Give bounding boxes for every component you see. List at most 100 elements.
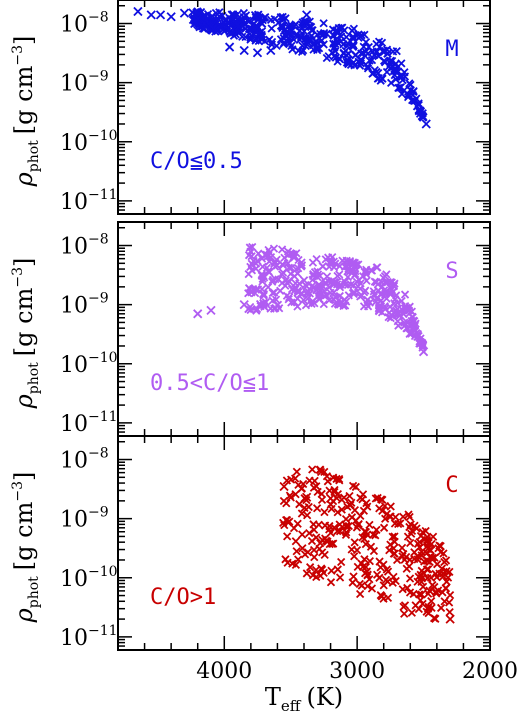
data-point bbox=[354, 260, 363, 269]
data-point bbox=[267, 37, 277, 47]
data-point bbox=[319, 568, 328, 577]
data-point bbox=[213, 14, 223, 23]
co-ratio-label: C/O>1 bbox=[150, 585, 216, 610]
data-point bbox=[389, 572, 398, 582]
data-point bbox=[435, 541, 444, 550]
data-point bbox=[365, 556, 374, 566]
data-point bbox=[394, 519, 403, 529]
data-point bbox=[312, 572, 321, 582]
data-point bbox=[300, 503, 309, 512]
data-point bbox=[350, 552, 359, 561]
y-axis-title: ρphot[g cm−3] bbox=[10, 258, 42, 410]
data-point bbox=[417, 112, 426, 121]
y-ticks bbox=[117, 0, 491, 215]
data-point bbox=[312, 255, 321, 264]
data-point bbox=[356, 55, 366, 64]
data-point bbox=[426, 546, 435, 555]
data-point bbox=[253, 10, 263, 20]
data-point bbox=[267, 24, 276, 33]
data-point bbox=[420, 557, 429, 566]
data-point bbox=[257, 30, 266, 40]
data-point bbox=[317, 36, 326, 45]
data-point bbox=[392, 309, 402, 318]
data-point bbox=[413, 332, 422, 342]
data-point bbox=[399, 549, 408, 559]
data-point bbox=[193, 14, 203, 24]
x-tick-label: 4000 bbox=[196, 659, 252, 684]
data-point bbox=[278, 260, 287, 269]
data-point bbox=[351, 270, 360, 279]
data-point bbox=[340, 262, 350, 271]
data-point bbox=[251, 264, 261, 273]
data-point bbox=[291, 560, 301, 569]
data-point bbox=[420, 535, 429, 544]
data-point bbox=[393, 298, 402, 307]
x-tick-label: 2000 bbox=[462, 659, 518, 684]
data-point bbox=[397, 543, 407, 553]
data-point bbox=[407, 329, 416, 338]
data-point bbox=[356, 32, 365, 41]
data-point bbox=[203, 13, 212, 23]
data-point bbox=[320, 467, 329, 477]
data-point bbox=[342, 55, 352, 64]
data-point bbox=[379, 523, 389, 532]
data-point bbox=[390, 549, 399, 558]
data-point bbox=[414, 604, 423, 614]
data-point bbox=[302, 569, 311, 578]
data-point bbox=[372, 570, 382, 579]
data-point bbox=[388, 532, 397, 541]
data-point bbox=[405, 329, 414, 339]
data-point bbox=[294, 555, 303, 564]
data-point bbox=[381, 575, 391, 585]
data-point bbox=[285, 29, 294, 38]
data-point bbox=[276, 35, 286, 44]
data-point bbox=[299, 27, 309, 36]
panel-frame bbox=[117, 221, 491, 437]
data-point bbox=[226, 29, 235, 38]
data-point bbox=[287, 285, 297, 294]
y-tick-label: 10−11 bbox=[60, 409, 118, 437]
data-point bbox=[241, 32, 250, 42]
data-point bbox=[405, 574, 415, 583]
data-point bbox=[427, 603, 436, 613]
data-point bbox=[443, 573, 453, 582]
data-point bbox=[292, 467, 301, 476]
data-point bbox=[423, 589, 433, 598]
data-point bbox=[348, 32, 357, 42]
data-point bbox=[347, 498, 356, 507]
data-point bbox=[264, 245, 273, 255]
data-point bbox=[345, 491, 354, 501]
data-point bbox=[322, 536, 331, 545]
data-point bbox=[430, 582, 439, 592]
data-point bbox=[283, 247, 293, 256]
data-point bbox=[337, 37, 346, 46]
data-point bbox=[441, 556, 451, 565]
data-point bbox=[400, 601, 410, 610]
data-point bbox=[325, 283, 334, 292]
data-point bbox=[283, 518, 293, 527]
data-point bbox=[287, 30, 296, 39]
panel-m: 10−8 10−9 10−10 10−11 M C/O≦0.5 bbox=[60, 0, 491, 215]
data-point bbox=[303, 294, 312, 303]
data-point bbox=[261, 298, 270, 307]
data-point bbox=[410, 316, 419, 326]
data-point bbox=[342, 256, 351, 265]
data-point bbox=[302, 496, 311, 505]
data-point bbox=[441, 584, 450, 593]
data-point bbox=[388, 47, 398, 56]
data-point bbox=[315, 271, 325, 280]
data-point bbox=[390, 537, 399, 546]
data-point bbox=[400, 609, 409, 618]
data-point bbox=[358, 533, 367, 542]
data-point bbox=[348, 288, 358, 298]
data-point bbox=[407, 608, 416, 617]
data-point bbox=[313, 487, 322, 497]
data-point bbox=[325, 493, 336, 504]
data-point bbox=[385, 302, 395, 311]
data-point bbox=[278, 22, 287, 31]
data-point bbox=[397, 89, 407, 99]
data-point bbox=[245, 243, 254, 252]
data-point bbox=[234, 22, 243, 31]
data-point bbox=[372, 294, 381, 303]
data-point bbox=[282, 499, 291, 508]
